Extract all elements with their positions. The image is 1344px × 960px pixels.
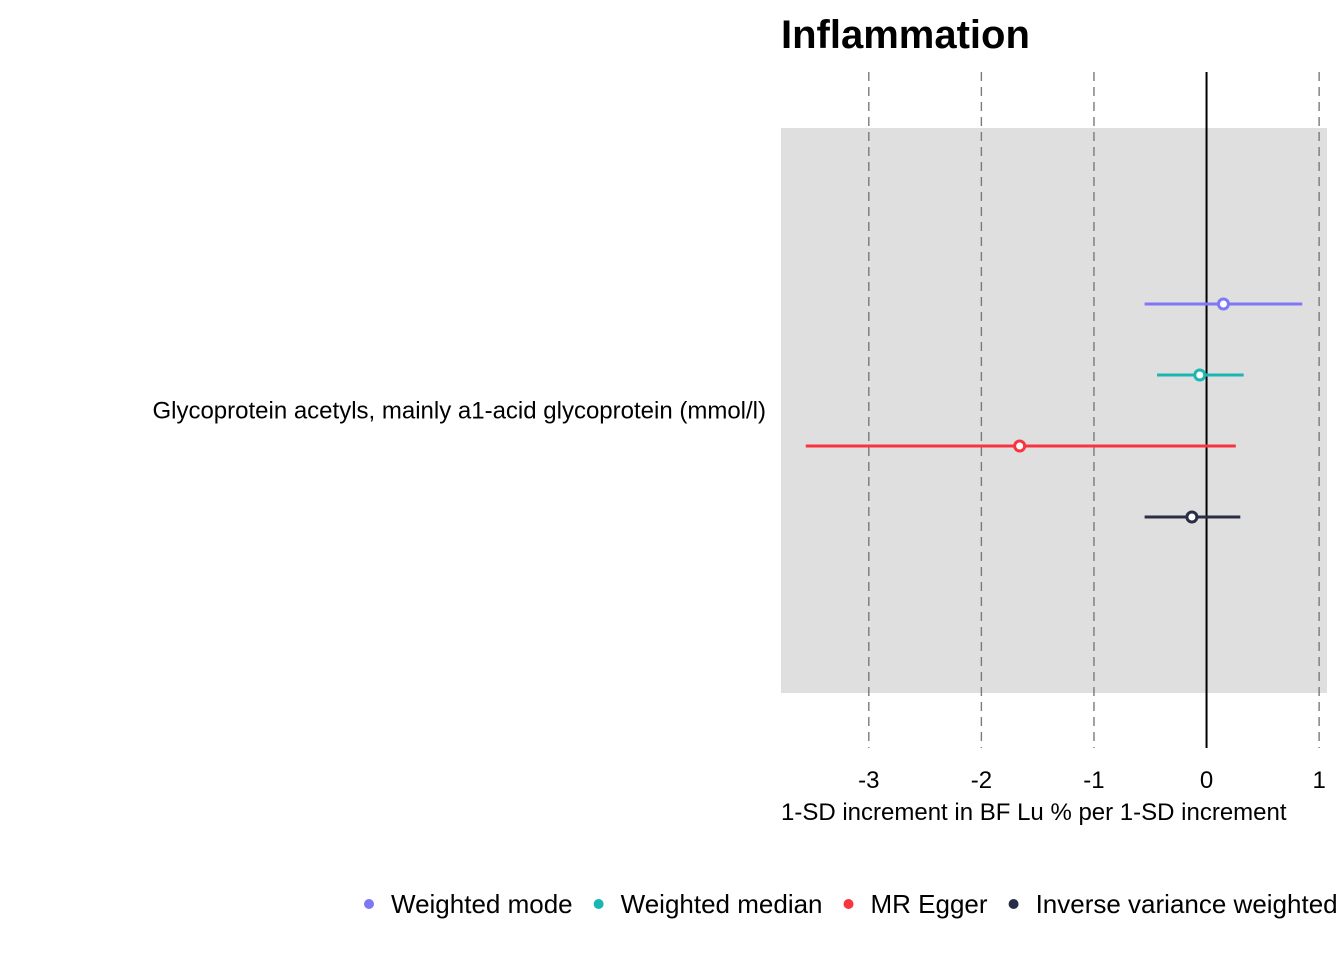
legend-key — [364, 899, 374, 909]
legend-label: MR Egger — [871, 889, 988, 919]
x-tick-label: 0 — [1200, 767, 1213, 794]
x-tick-label: -2 — [971, 767, 992, 794]
legend-key — [1009, 899, 1019, 909]
legend-label: Weighted mode — [391, 889, 573, 919]
legend: Weighted mode Weighted median MR Egger Inve… — [364, 889, 1338, 919]
point-estimate — [1015, 441, 1025, 451]
point-estimate — [1218, 299, 1228, 309]
plot-panel — [781, 128, 1327, 693]
x-tick-label: 1 — [1312, 767, 1325, 794]
legend-label: Inverse variance weighted — [1036, 889, 1338, 919]
legend-key — [594, 899, 604, 909]
x-tick-label: -3 — [858, 767, 879, 794]
x-axis-ticks: -3 -2 -1 0 1 — [858, 767, 1326, 794]
y-tick-label: Glycoprotein acetyls, mainly a1-acid gly… — [152, 398, 766, 425]
chart-title: Inflammation — [781, 13, 1030, 57]
point-estimate — [1195, 370, 1205, 380]
x-axis-label: 1-SD increment in BF Lu % per 1-SD incre… — [781, 799, 1287, 826]
point-estimate — [1187, 512, 1197, 522]
legend-label: Weighted median — [621, 889, 823, 919]
legend-key — [844, 899, 854, 909]
x-tick-label: -1 — [1083, 767, 1104, 794]
